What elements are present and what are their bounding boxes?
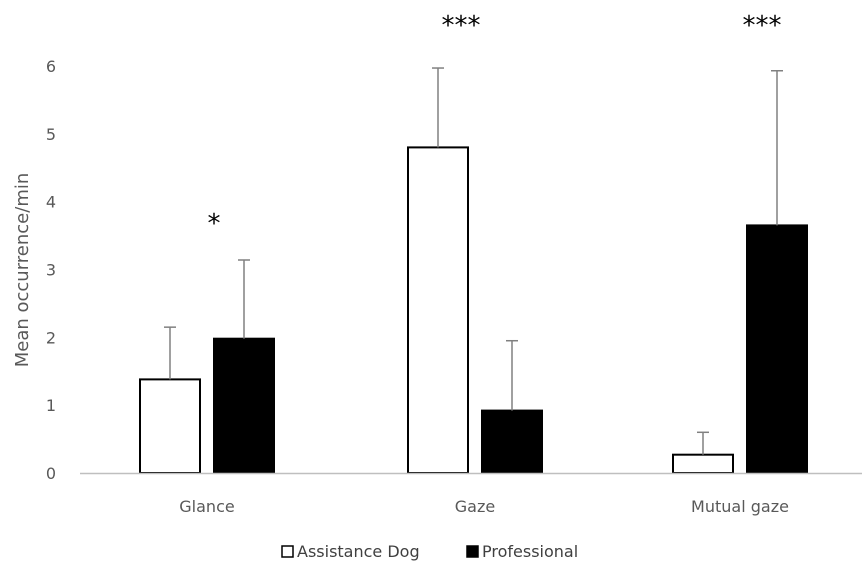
y-tick-label: 3	[46, 261, 56, 280]
error-bars-layer	[164, 67, 783, 455]
bar-professional-glance	[213, 337, 275, 474]
bars-layer	[139, 146, 808, 475]
significance-marker: *	[208, 209, 221, 239]
x-category-label: Gaze	[455, 497, 495, 516]
y-tick-label: 4	[46, 193, 56, 212]
legend: Assistance Dog Professional	[281, 542, 578, 561]
bar-professional-gaze	[481, 409, 543, 474]
y-tick-label: 5	[46, 125, 56, 144]
legend-label: Professional	[482, 542, 578, 561]
y-tick-label: 2	[46, 328, 56, 347]
x-category-label: Mutual gaze	[691, 497, 789, 516]
y-tick-label: 1	[46, 396, 56, 415]
x-category-label: Glance	[179, 497, 234, 516]
y-tick-label: 0	[46, 464, 56, 483]
bar-assistance-dog-gaze	[407, 146, 469, 474]
bar-assistance-dog-glance	[139, 378, 201, 475]
bar-professional-mutual-gaze	[746, 224, 808, 474]
legend-swatch	[466, 545, 479, 558]
y-axis-ticks: 0 1 2 3 4 5 6	[46, 57, 56, 483]
y-axis-title: Mean occurrence/min	[12, 173, 33, 368]
y-tick-label: 6	[46, 57, 56, 76]
bar-assistance-dog-mutual-gaze	[672, 453, 734, 474]
significance-marker: ***	[442, 11, 481, 41]
significance-markers: **** ***	[208, 11, 782, 239]
category-labels: Glance Gaze Mutual gaze	[179, 497, 789, 516]
significance-marker: ***	[743, 11, 782, 41]
legend-swatch	[281, 545, 294, 558]
legend-label: Assistance Dog	[297, 542, 420, 561]
